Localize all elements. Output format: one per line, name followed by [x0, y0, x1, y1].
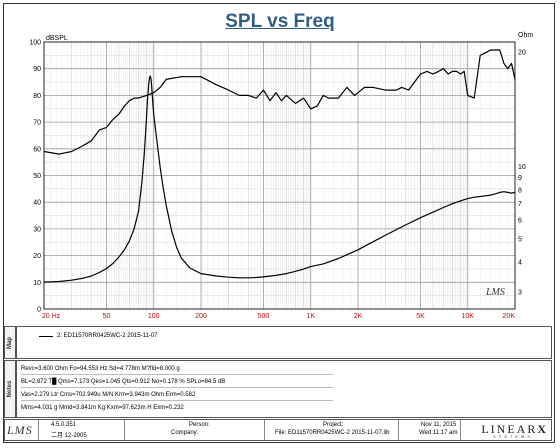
notes-side-tab: Notes	[4, 360, 16, 418]
notes-divider	[21, 387, 333, 388]
x-tick-label: 50	[103, 313, 111, 320]
linearx-brand: LINEARX SYSTEMS	[461, 420, 551, 440]
x-tick-label: 1K	[306, 313, 315, 320]
x-tick-label: 100	[148, 313, 160, 320]
y-tick-label-right: 7	[518, 201, 522, 208]
y-tick-label-right: 6	[518, 217, 522, 224]
notes-divider	[21, 400, 333, 401]
brand-sub: SYSTEMS	[492, 434, 533, 439]
y-tick-label-left: 40	[33, 200, 41, 207]
footer-date-cell: Nov 11, 2015 Wed 11:17 am	[399, 420, 461, 440]
x-tick-label: 20 Hz	[42, 313, 61, 320]
brand-name: LINEAR	[481, 422, 538, 436]
notes-line: Revc=3.600 Ohm Fo=94.553 Hz Sd=4.778m M?…	[21, 366, 180, 372]
y-tick-label-left: 90	[33, 66, 41, 73]
map-panel: 2: ED11570RR0425WC-2 2015-11-07	[16, 326, 552, 359]
x-tick-label: 20K	[503, 313, 516, 320]
y-tick-label-right: 5	[518, 236, 522, 243]
footer-project-cell: Project: File: ED11570RR0425WC-2 2015-11…	[265, 420, 399, 440]
file-name: File: ED11570RR0425WC-2 2015-11-07.lib	[275, 430, 390, 436]
notes-line: Vas=2.279 Ltr Cms=702.949u M/N Krm=3.943…	[21, 392, 196, 398]
y-tick-label-right: 8	[518, 187, 522, 194]
notes-line: Mms=4.031 g Mmd=3.841m Kg Kxm=97.623m H …	[21, 405, 184, 411]
y-tick-label-left: 50	[33, 173, 41, 180]
y-tick-label-left: 20	[33, 253, 41, 260]
notes-divider	[21, 374, 333, 375]
footer-version-cell: 4.5.0.351 二月 12-2005	[39, 420, 125, 440]
y-tick-label-left: 60	[33, 146, 41, 153]
notes-panel: Revc=3.600 Ohm Fo=94.553 Hz Sd=4.778m M?…	[16, 360, 552, 418]
notes-line: BL=2.872 T█ Qms=7.173 Qes=1.045 Qts=0.91…	[21, 379, 226, 385]
legend-entry: 2: ED11570RR0425WC-2 2015-11-07	[57, 333, 158, 339]
spl-curve	[43, 49, 516, 155]
x-tick-label: 500	[258, 313, 270, 320]
x-tick-label: 200	[195, 313, 207, 320]
brand-x-mark: X	[537, 422, 548, 436]
company-label: Company:	[171, 430, 199, 436]
footer-bar: LMS 4.5.0.351 二月 12-2005 Person: Company…	[4, 419, 552, 441]
y-tick-label-left: 30	[33, 226, 41, 233]
time-text: Wed 11:17 am	[419, 430, 458, 436]
person-label: Person:	[189, 422, 210, 428]
version-date: 二月 12-2005	[51, 433, 87, 439]
footer-person-cell: Person: Company:	[125, 420, 265, 440]
y-tick-label-right: 9	[518, 175, 522, 182]
y-tick-label-right: 10	[518, 164, 526, 171]
x-tick-label: 5K	[416, 313, 425, 320]
y-tick-label-left: 0	[37, 307, 41, 314]
left-axis-unit: dBSPL	[46, 35, 68, 42]
x-tick-label: 10K	[462, 313, 475, 320]
x-tick-label: 2K	[354, 313, 363, 320]
lms-watermark: LMS	[486, 287, 505, 298]
lms-logo: LMS	[7, 423, 33, 437]
y-tick-label-left: 80	[33, 93, 41, 100]
y-tick-label-left: 70	[33, 120, 41, 127]
impedance-curve	[43, 75, 516, 283]
y-tick-label-right: 4	[518, 260, 522, 267]
date-text: Nov 11, 2015	[421, 422, 457, 428]
plot-border	[43, 41, 516, 310]
y-tick-label-right: 20	[518, 49, 526, 56]
y-tick-label-left: 100	[29, 40, 41, 47]
y-tick-label-right: 3	[518, 290, 522, 297]
y-tick-label-right: Ohm	[518, 32, 533, 39]
chart-title: SPL vs Freq	[225, 11, 335, 32]
y-tick-label-left: 10	[33, 280, 41, 287]
footer-logo-cell: LMS	[5, 420, 39, 440]
project-label: Project:	[323, 422, 344, 428]
map-side-tab: Map	[4, 326, 16, 359]
version-text: 4.5.0.351	[51, 422, 77, 428]
legend-line-swatch	[39, 336, 53, 337]
